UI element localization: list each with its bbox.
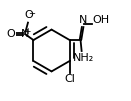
Text: O: O xyxy=(24,10,33,20)
Text: N: N xyxy=(21,29,29,39)
Text: O: O xyxy=(6,29,15,39)
Text: OH: OH xyxy=(92,15,110,25)
Text: Cl: Cl xyxy=(64,74,75,84)
Text: +: + xyxy=(24,27,31,36)
Text: −: − xyxy=(28,9,35,18)
Text: NH₂: NH₂ xyxy=(72,54,94,64)
Text: N: N xyxy=(78,15,87,25)
